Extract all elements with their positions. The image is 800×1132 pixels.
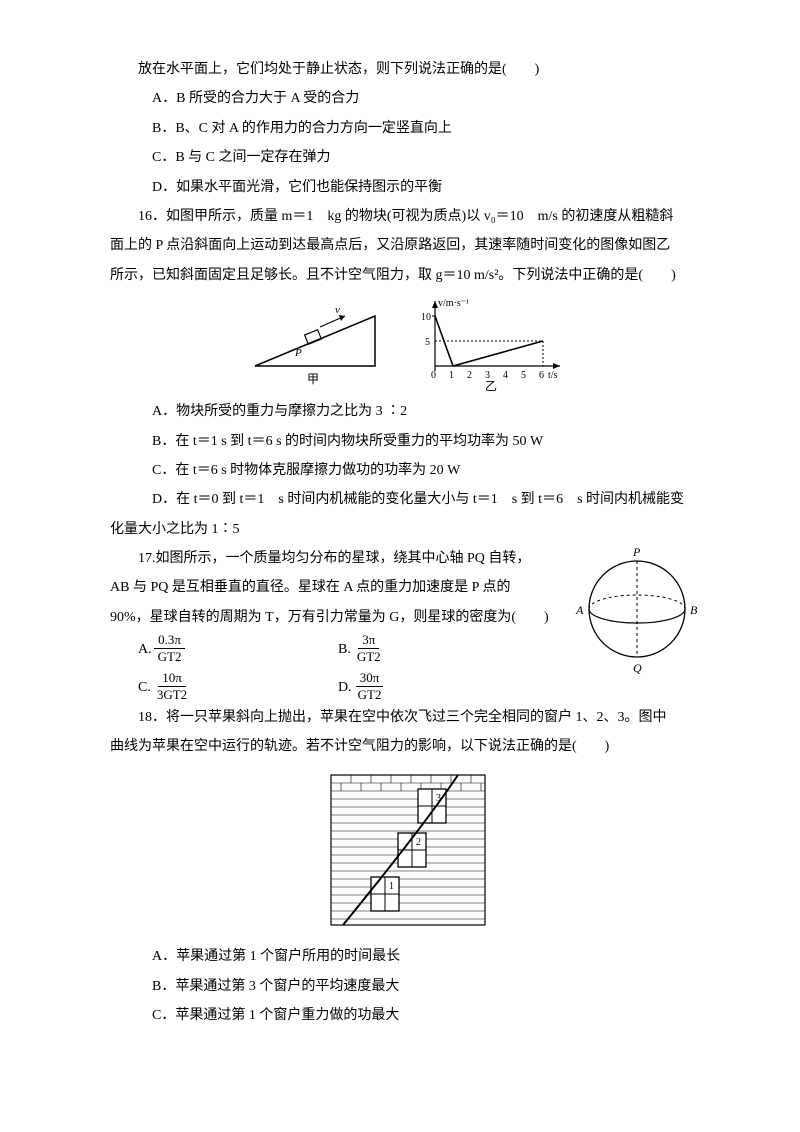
svg-text:2: 2 [467,370,472,381]
q16-opt-b: B．在 t＝1 s 到 t＝6 s 的时间内物块所受重力的平均功率为 50 W [110,427,705,456]
q17-options-row2: C. 10π3GT2 D. 30πGT2 [138,670,560,702]
svg-text:Q: Q [633,661,642,674]
svg-text:t/s: t/s [548,370,558,381]
q18-opt-b: B．苹果通过第 3 个窗户的平均速度最大 [110,972,705,1001]
svg-text:P: P [632,545,641,559]
q15-opt-a: A．B 所受的合力大于 A 受的合力 [110,84,705,113]
svg-text:4: 4 [503,370,508,381]
svg-text:10: 10 [421,312,431,323]
q16-opt-d2: 化量大小之比为 1∶5 [110,515,705,544]
svg-text:v/m·s⁻¹: v/m·s⁻¹ [438,298,469,309]
svg-text:B: B [690,603,698,617]
q15-opt-d: D．如果水平面光滑，它们也能保持图示的平衡 [110,173,705,202]
q18-building-svg: 3 2 1 [323,767,493,932]
q18-line2: 曲线为苹果在空中运行的轨迹。若不计空气阻力的影响，以下说法正确的是( ) [110,732,705,761]
svg-text:P: P [294,347,302,359]
svg-text:0: 0 [431,370,436,381]
svg-text:1: 1 [389,881,394,892]
q16-opt-a: A．物块所受的重力与摩擦力之比为 3 ∶2 [110,397,705,426]
q15-opt-c: C．B 与 C 之间一定存在弹力 [110,143,705,172]
q16-opt-d1: D．在 t＝0 到 t＝1 s 时间内机械能的变化量大小与 t＝1 s 到 t＝… [110,485,705,514]
q17-opt-a: A. 0.3πGT2 [138,632,338,664]
q18-figure: 3 2 1 [110,767,705,932]
svg-text:乙: 乙 [485,379,497,391]
svg-text:5: 5 [425,337,430,348]
q16-line1: 16．如图甲所示，质量 m＝1 kg 的物块(可视为质点)以 v₀＝10 m/s… [110,202,705,231]
svg-text:A: A [575,603,584,617]
q17-sphere-svg: P Q A B [570,544,705,674]
q15-stem-cont: 放在水平面上，它们均处于静止状态，则下列说法正确的是( ) [110,55,705,84]
q17-opt-c: C. 10π3GT2 [138,670,338,702]
q17-opt-b: B. 3πGT2 [338,632,538,664]
page-content: 放在水平面上，它们均处于静止状态，则下列说法正确的是( ) A．B 所受的合力大… [0,0,800,1086]
q18-opt-c: C．苹果通过第 1 个窗户重力做的功最大 [110,1001,705,1030]
q15-opt-b: B．B、C 对 A 的作用力的合力方向一定竖直向上 [110,114,705,143]
q17-options-row1: A. 0.3πGT2 B. 3πGT2 [138,632,560,664]
svg-text:甲: 甲 [307,372,319,386]
q18-line1: 18．将一只苹果斜向上抛出，苹果在空中依次飞过三个完全相同的窗户 1、2、3。图… [110,703,705,732]
svg-text:6: 6 [539,370,544,381]
q16-figures: v P 甲 v/m·s⁻¹ t/s 10 5 0 1 2 3 4 5 6 乙 [110,296,705,391]
q16-opt-c: C．在 t＝6 s 时物体克服摩擦力做功的功率为 20 W [110,456,705,485]
q17-opt-d: D. 30πGT2 [338,670,538,702]
svg-text:v: v [335,304,340,316]
svg-text:2: 2 [416,837,421,848]
q16-line2: 面上的 P 点沿斜面向上运动到达最高点后，又沿原路返回，其速率随时间变化的图像如… [110,231,705,260]
q16-line3: 所示，已知斜面固定且足够长。且不计空气阻力，取 g＝10 m/s²。下列说法中正… [110,261,705,290]
q16-incline-svg: v P 甲 [245,301,385,386]
svg-text:5: 5 [521,370,526,381]
svg-text:1: 1 [449,370,454,381]
q16-graph-svg: v/m·s⁻¹ t/s 10 5 0 1 2 3 4 5 6 乙 [415,296,570,391]
q17-sphere: P Q A B [570,544,705,685]
q18-opt-a: A．苹果通过第 1 个窗户所用的时间最长 [110,942,705,971]
